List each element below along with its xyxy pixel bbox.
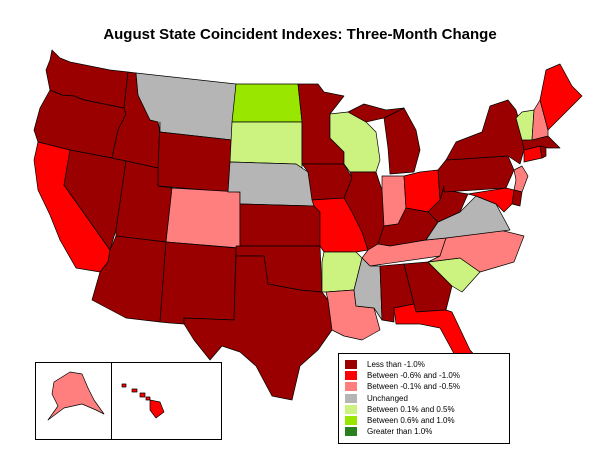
legend-label: Between -0.6% and -1.0% bbox=[367, 371, 460, 381]
state-NH[interactable] bbox=[531, 99, 549, 141]
state-ME[interactable] bbox=[539, 63, 583, 131]
state-TX[interactable] bbox=[183, 255, 333, 401]
map-title: August State Coincident Indexes: Three-M… bbox=[103, 26, 497, 43]
legend: Less than -1.0% Between -0.6% and -1.0% Be… bbox=[338, 353, 510, 444]
legend-swatch bbox=[345, 427, 357, 437]
legend-item: Between 0.6% and 1.0% bbox=[345, 415, 509, 426]
state-MD[interactable] bbox=[467, 187, 515, 213]
legend-item: Unchanged bbox=[345, 393, 509, 404]
legend-label: Unchanged bbox=[367, 393, 408, 403]
state-HI[interactable] bbox=[121, 383, 127, 388]
state-HI[interactable] bbox=[139, 392, 146, 398]
legend-label: Between -0.1% and -0.5% bbox=[367, 382, 460, 392]
state-MI[interactable] bbox=[383, 107, 421, 175]
state-NY[interactable] bbox=[445, 99, 525, 165]
legend-item: Between -0.6% and -1.0% bbox=[345, 370, 509, 381]
legend-label: Less than -1.0% bbox=[367, 360, 425, 370]
legend-item: Between -0.1% and -0.5% bbox=[345, 381, 509, 392]
state-MS[interactable] bbox=[353, 257, 383, 321]
legend-swatch bbox=[345, 371, 357, 381]
legend-label: Between 0.6% and 1.0% bbox=[367, 416, 455, 426]
legend-swatch bbox=[345, 393, 357, 403]
legend-swatch bbox=[345, 360, 357, 370]
state-HI-group bbox=[121, 383, 165, 419]
inset-frame bbox=[35, 362, 222, 440]
state-ND[interactable] bbox=[231, 83, 303, 123]
inset-divider bbox=[111, 362, 112, 440]
state-CO[interactable] bbox=[165, 187, 241, 249]
state-AK[interactable] bbox=[47, 371, 105, 421]
state-VT[interactable] bbox=[515, 109, 535, 141]
legend-label: Between 0.1% and 0.5% bbox=[367, 404, 455, 414]
legend-item: Between 0.1% and 0.5% bbox=[345, 404, 509, 415]
state-MI-UP[interactable] bbox=[347, 103, 405, 123]
state-HI[interactable] bbox=[149, 399, 165, 419]
legend-swatch bbox=[345, 382, 357, 392]
state-SD[interactable] bbox=[229, 121, 303, 169]
state-NM[interactable] bbox=[159, 241, 237, 325]
legend-item: Less than -1.0% bbox=[345, 359, 509, 370]
legend-label: Greater than 1.0% bbox=[367, 427, 433, 437]
legend-swatch bbox=[345, 404, 357, 414]
state-HI[interactable] bbox=[131, 388, 138, 393]
state-KS[interactable] bbox=[239, 203, 321, 247]
state-HI[interactable] bbox=[145, 396, 151, 401]
state-NE[interactable] bbox=[227, 161, 315, 207]
state-NJ[interactable] bbox=[513, 165, 529, 193]
legend-swatch bbox=[345, 416, 357, 426]
legend-item: Greater than 1.0% bbox=[345, 426, 509, 437]
